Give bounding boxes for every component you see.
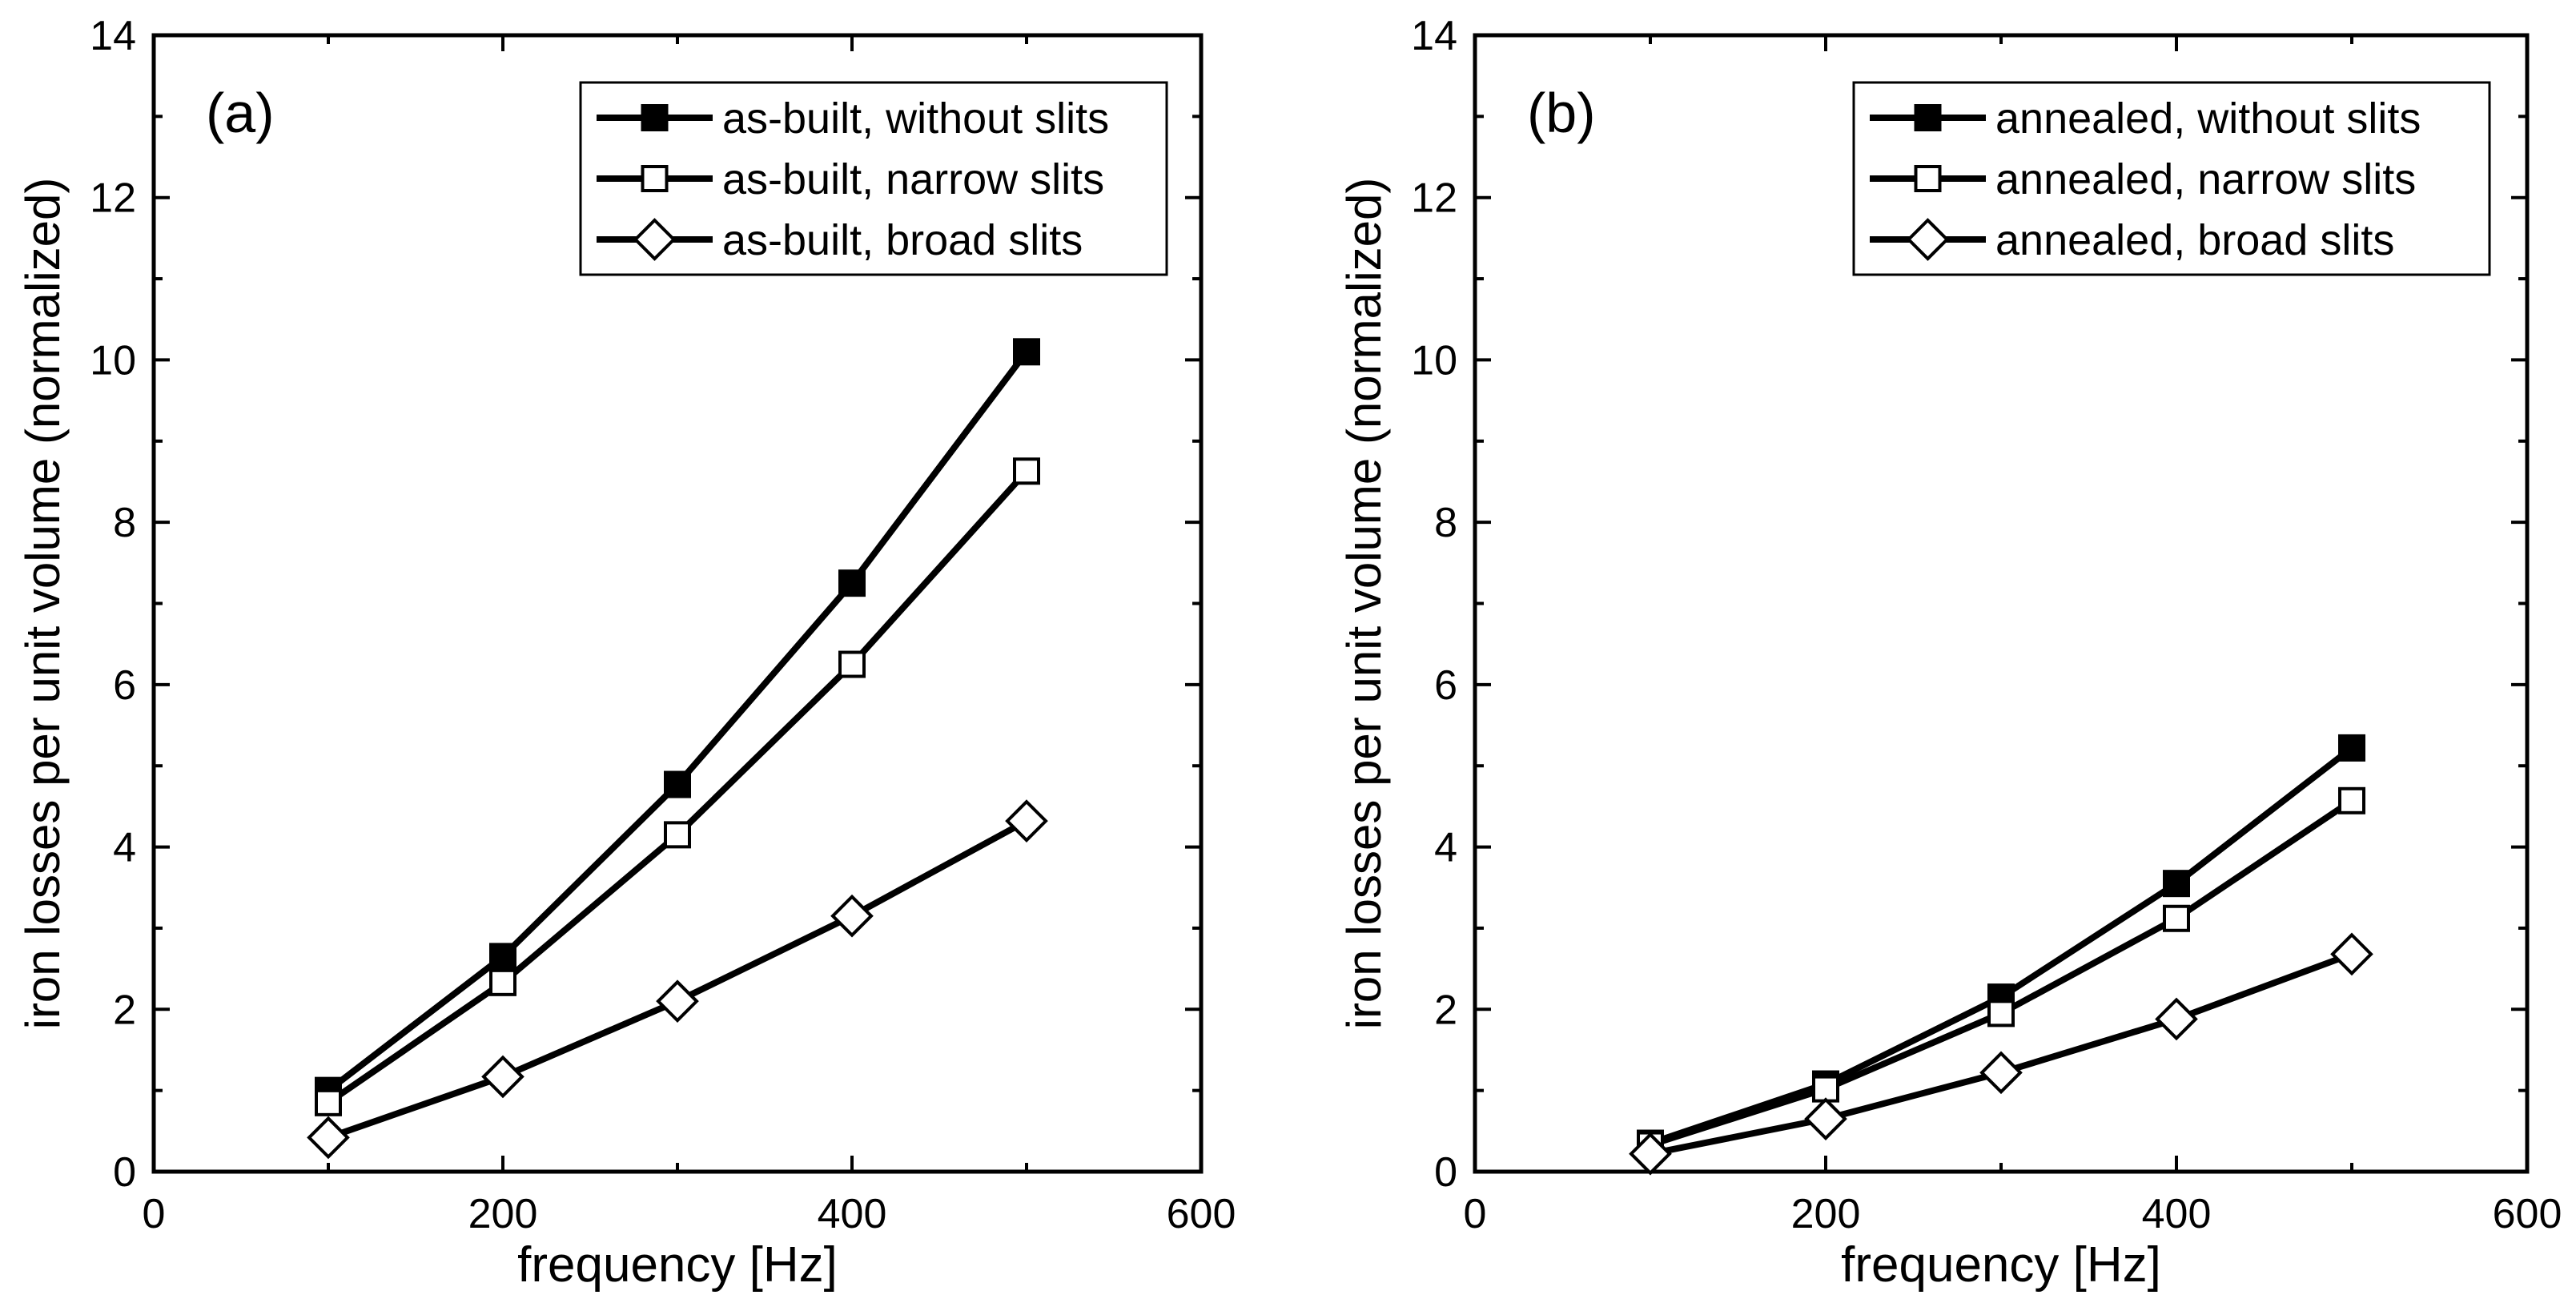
data-point <box>838 650 866 678</box>
y-tick-label: 2 <box>113 987 136 1033</box>
x-tick-label: 200 <box>468 1191 538 1237</box>
data-point <box>656 979 699 1023</box>
x-tick-label: 0 <box>143 1191 166 1237</box>
data-point <box>664 770 691 798</box>
plot-frame <box>151 33 1204 1174</box>
x-tick-label: 400 <box>818 1191 887 1237</box>
y-axis-label: iron losses per unit volume (normalized) <box>1337 178 1391 1030</box>
data-point <box>2338 786 2365 814</box>
legend-entry: as-built, without slits <box>597 95 1109 143</box>
y-axis-label: iron losses per unit volume (normalized) <box>16 178 70 1030</box>
legend-marker <box>641 104 669 131</box>
data-point <box>830 894 874 938</box>
data-point <box>489 943 516 971</box>
y-tick-label: 12 <box>90 175 136 222</box>
data-point <box>1629 1132 1672 1176</box>
y-tick-label: 12 <box>1411 175 1457 222</box>
data-point <box>1979 1051 2023 1095</box>
data-point <box>307 1116 350 1160</box>
data-point <box>2330 932 2373 976</box>
legend-entry: as-built, broad slits <box>597 216 1083 264</box>
series-3 <box>1629 932 2373 1176</box>
plot-frame <box>1473 33 2530 1174</box>
series-3 <box>307 799 1048 1160</box>
data-point <box>481 1055 524 1099</box>
x-tick-label: 200 <box>1791 1191 1861 1237</box>
x-axis-label: frequency [Hz] <box>1841 1237 2161 1293</box>
data-point <box>1804 1097 1847 1140</box>
data-point <box>2163 904 2190 932</box>
data-point <box>489 968 516 996</box>
x-tick-label: 0 <box>1464 1191 1487 1237</box>
data-point <box>838 569 866 597</box>
legend-entry: annealed, without slits <box>1870 95 2421 143</box>
y-tick-label: 2 <box>1434 987 1457 1033</box>
y-tick-label: 6 <box>1434 662 1457 709</box>
y-tick-label: 14 <box>1411 13 1457 59</box>
data-point <box>1013 338 1040 366</box>
y-tick-label: 8 <box>113 500 136 546</box>
legend-marker <box>1906 218 1950 261</box>
x-tick-label: 600 <box>2493 1191 2562 1237</box>
panel-label: (a) <box>206 82 275 144</box>
data-point <box>1005 799 1048 843</box>
x-tick-label: 400 <box>2142 1191 2212 1237</box>
legend-label: as-built, without slits <box>722 95 1109 143</box>
y-tick-label: 14 <box>90 13 136 59</box>
legend-entry: annealed, broad slits <box>1870 216 2394 264</box>
y-tick-label: 0 <box>1434 1149 1457 1196</box>
legend-entry: annealed, narrow slits <box>1870 155 2416 203</box>
data-point <box>315 1088 342 1116</box>
panel-label: (b) <box>1527 82 1596 144</box>
data-point <box>2163 870 2190 898</box>
legend-marker <box>1914 104 1942 131</box>
legend-label: as-built, broad slits <box>722 216 1083 264</box>
legend: as-built, without slits as-built, narrow … <box>579 81 1168 276</box>
chart-panel-b: 0 200 400 600 0 2 4 6 8 10 12 14 frequency [Hz] iron … <box>1337 13 2562 1293</box>
x-axis-label: frequency [Hz] <box>517 1237 838 1293</box>
legend-label: annealed, narrow slits <box>1995 155 2416 203</box>
y-tick-label: 4 <box>1434 825 1457 871</box>
y-tick-label: 4 <box>113 825 136 871</box>
y-tick-label: 0 <box>113 1149 136 1196</box>
y-tick-label: 8 <box>1434 500 1457 546</box>
legend-label: as-built, narrow slits <box>722 155 1104 203</box>
legend-marker <box>633 218 677 261</box>
legend-entry: as-built, narrow slits <box>597 155 1104 203</box>
data-point <box>1013 457 1040 485</box>
data-point <box>2338 734 2365 762</box>
legend-label: annealed, broad slits <box>1995 216 2394 264</box>
series-2 <box>315 457 1040 1116</box>
data-point <box>2155 997 2198 1041</box>
x-tick-label: 600 <box>1167 1191 1236 1237</box>
legend-marker <box>641 165 669 192</box>
legend: annealed, without slits annealed, narrow … <box>1852 81 2491 276</box>
y-tick-label: 10 <box>90 337 136 384</box>
legend-label: annealed, without slits <box>1995 95 2421 143</box>
data-point <box>1987 999 2015 1028</box>
data-point <box>1812 1075 1839 1103</box>
y-tick-label: 10 <box>1411 337 1457 384</box>
chart-panel-a: 0 200 400 600 0 2 4 6 8 10 12 14 frequency [Hz] iron … <box>16 13 1236 1293</box>
y-tick-label: 6 <box>113 662 136 709</box>
data-point <box>664 821 691 849</box>
legend-marker <box>1914 165 1942 192</box>
